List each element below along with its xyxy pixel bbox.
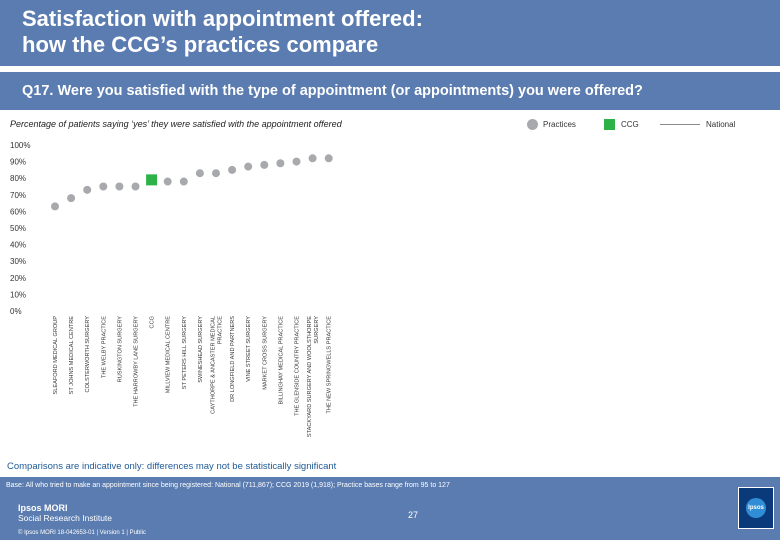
ipsos-logo-mark: Ipsos [746,498,766,518]
x-tick-label: THE NEW SPRINGWELLS PRACTICE [327,316,333,414]
practice-point [179,177,188,186]
x-tick-label: BILLINGHAY MEDICAL PRACTICE [278,316,284,405]
logo-line1: Ipsos MORI [18,503,68,513]
y-tick-label: 70% [10,191,26,200]
legend-ccg: CCG [604,118,639,130]
x-tick-label: ST JOHNS MEDICAL CENTRE [69,316,75,395]
legend-national-label: National [706,119,736,129]
legend-national-marker [660,123,700,125]
page-title: Satisfaction with appointment offered: h… [22,6,582,58]
question-text: Q17. Were you satisfied with the type of… [22,83,643,99]
question-banner: Q17. Were you satisfied with the type of… [0,72,780,110]
practice-point [195,169,204,178]
logo-line2: Social Research Institute [18,513,113,523]
page-title-line1: Satisfaction with appointment offered: [22,6,423,31]
practice-point [67,194,76,203]
y-tick-label: 0% [10,307,22,316]
x-tick-label: STACKYARD SURGERY AND WOOLSTHORPESURGERY [307,316,320,437]
footer-bar: Base: All who tried to make an appointme… [0,477,780,540]
ipsos-brand-logo: Ipsos [738,487,774,529]
legend-practices-marker [527,118,538,130]
practice-point [131,182,140,191]
x-tick-label: RUSKINGTON SURGERY [117,316,123,383]
practice-point [163,177,172,186]
chart-subtitle: Percentage of patients saying ‘yes’ they… [10,119,342,129]
x-tick-label: ST PETERS HILL SURGERY [182,316,188,390]
legend-national: National [660,118,735,130]
practice-point [244,162,253,171]
legend-practices-label: Practices [543,119,576,129]
scatter-chart: 0% 10% 20% 30% 40% 50% 60% 70% 80% 90% 100% SLEAFOR… [10,141,333,437]
x-tick-label: CCG [150,316,156,328]
practice-point [308,154,317,163]
practice-point [51,202,59,211]
y-tick-label: 80% [10,174,26,183]
practice-point [324,154,333,163]
copyright: © Ipsos MORI 18-042653-01 | Version 1 | … [18,530,146,536]
x-tick-label: COLSTERWORTH SURGERY [85,316,91,393]
x-tick-label: SWINESHEAD SURGERY [198,316,204,383]
x-tick-label: THE GLENSIDE COUNTRY PRACTICE [295,316,301,416]
y-tick-label: 50% [10,224,26,233]
chart-legend: Practices CCG National [527,118,767,132]
legend-practices: Practices [527,118,576,130]
y-tick-label: 40% [10,241,26,250]
x-tick-label: DR LONGFIELD AND PARTNERS [230,316,236,402]
practice-point [292,157,301,166]
ipsos-mori-logo: Ipsos MORI Social Research Institute [18,503,112,523]
y-tick-label: 20% [10,274,26,283]
practice-point [228,165,237,174]
x-tick-label: SLEAFORD MEDICAL GROUP [53,316,59,395]
header-banner: Satisfaction with appointment offered: h… [0,0,780,66]
comparison-footnote: Comparisons are indicative only: differe… [7,461,337,472]
page-number: 27 [408,510,419,520]
y-tick-label: 90% [10,158,26,167]
x-tick-label: THE WELBY PRACTICE [101,316,107,378]
y-tick-label: 100% [10,141,30,150]
practice-point [99,182,108,191]
x-tick-label: VINE STREET SURGERY [246,316,252,382]
practice-point [83,185,92,194]
x-tick-label: MARKET CROSS SURGERY [262,316,268,390]
y-tick-label: 30% [10,257,26,266]
ccg-point [146,174,158,186]
legend-ccg-label: CCG [621,119,639,129]
base-note: Base: All who tried to make an appointme… [6,482,450,489]
practice-point [212,169,220,178]
x-tick-label: MILLVIEW MEDICAL CENTRE [166,316,172,393]
x-tick-label: THE HARROWBY LANE SURGERY [134,316,140,407]
practice-point [115,182,124,191]
practice-point [260,160,269,169]
y-tick-label: 60% [10,207,26,216]
page-title-line2: how the CCG’s practices compare [22,32,379,57]
practice-point [276,159,285,168]
y-tick-label: 10% [10,290,26,299]
x-tick-label: CAYTHORPE & ANCASTER MEDICALPRACTICE [211,316,224,414]
legend-ccg-marker [604,118,615,130]
